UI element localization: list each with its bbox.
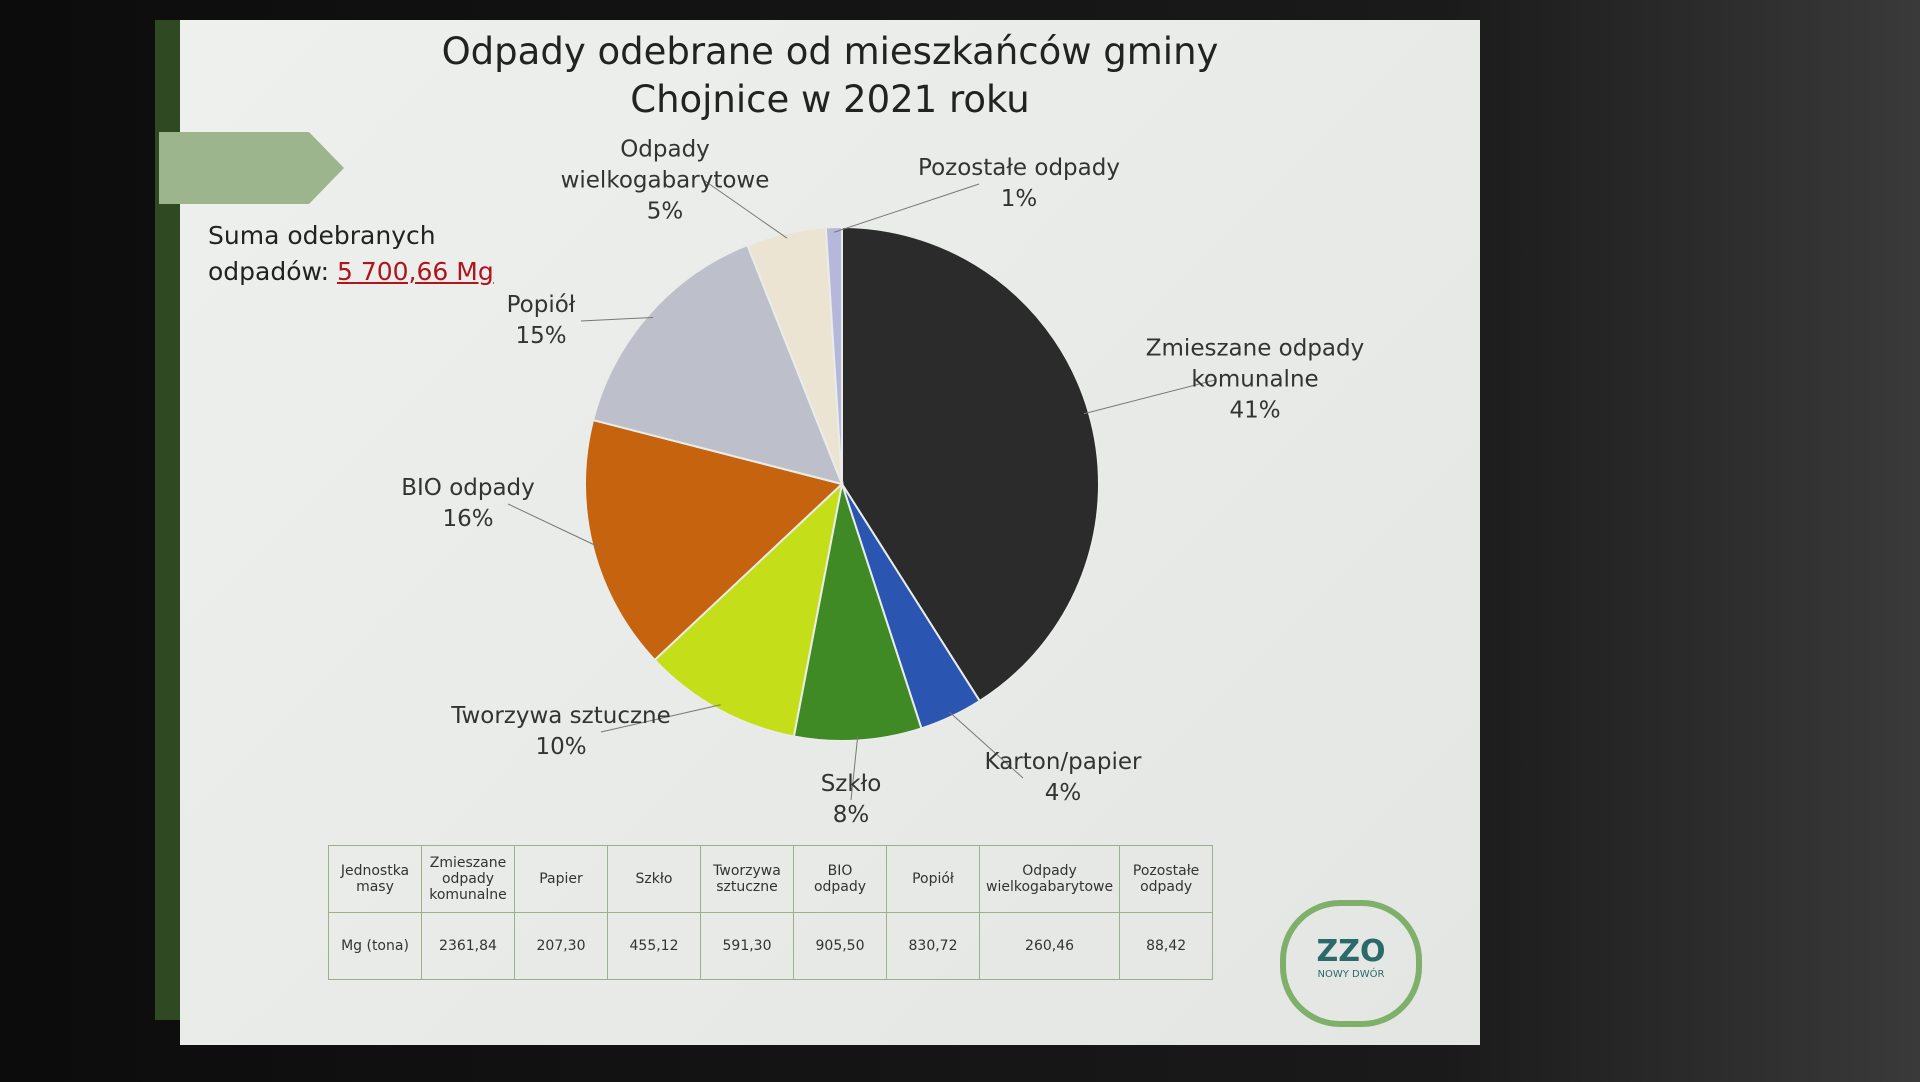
- summary-label: Suma odebranych odpadów:: [208, 221, 436, 286]
- slice-name: Szkło: [820, 771, 882, 797]
- table-row: Mg (tona) 2361,84 207,30 455,12 591,30 905,50…: [328, 912, 1214, 980]
- table-cell: 905,50: [793, 912, 887, 980]
- slice-label: BIO odpady 16%: [318, 473, 618, 535]
- table-header-cell: Papier: [514, 845, 608, 913]
- pie-slice: [584, 418, 845, 662]
- slice-name: Odpady wielkogabarytowe: [560, 136, 770, 194]
- pie-slice: [653, 481, 844, 738]
- table-cell: 830,72: [886, 912, 980, 980]
- table-cell: 207,30: [514, 912, 608, 980]
- slice-value: 16%: [442, 506, 494, 532]
- table-header-row: Jednostka masy Zmieszane odpady komunalne…: [328, 845, 1214, 913]
- table-header-cell: Zmieszane odpady komunalne: [421, 845, 515, 913]
- slice-value: 1%: [1000, 186, 1038, 212]
- slice-name: Zmieszane odpady komunalne: [1145, 335, 1365, 393]
- decor-arrow: [159, 132, 344, 204]
- logo-subtitle: NOWY DWÓR: [1317, 969, 1385, 980]
- table-cell: Mg (tona): [328, 912, 422, 980]
- table-header-cell: Pozostałe odpady: [1119, 845, 1214, 913]
- pie-slice: [792, 483, 923, 742]
- logo-name: ZZO: [1316, 934, 1386, 969]
- chart-title: Odpady odebrane od mieszkańców gminy Cho…: [441, 30, 1219, 121]
- slice-label: Zmieszane odpady komunalne 41%: [1120, 334, 1390, 427]
- table-cell: 455,12: [607, 912, 701, 980]
- leader-line: [507, 503, 599, 548]
- slice-value: 15%: [515, 323, 567, 349]
- table-header-cell: BIO odpady: [793, 845, 887, 913]
- slice-value: 41%: [1229, 397, 1281, 424]
- slice-value: 8%: [832, 802, 870, 828]
- slice-value: 10%: [535, 734, 587, 760]
- summary: Suma odebranych odpadów: 5 700,66 Mg: [208, 218, 538, 290]
- slice-label: Karton/papier 4%: [913, 747, 1213, 809]
- leader-line: [580, 316, 654, 322]
- leader-line: [850, 735, 859, 801]
- leader-line: [833, 183, 980, 233]
- slice-value: 5%: [646, 198, 684, 225]
- table-header-cell: Odpady wielkogabarytowe: [978, 845, 1121, 913]
- slice-name: Popiół: [506, 292, 576, 318]
- leader-line: [948, 711, 1024, 779]
- logo: ZZO NOWY DWÓR: [1280, 900, 1422, 1027]
- slice-label: Popiół 15%: [391, 290, 691, 352]
- table-header-cell: Popiół: [886, 845, 980, 913]
- slice-name: Tworzywa sztuczne: [451, 703, 671, 729]
- table-header-cell: Szkło: [607, 845, 701, 913]
- slice-name: Karton/papier: [984, 749, 1142, 775]
- slice-value: 4%: [1044, 780, 1082, 806]
- pie-slice: [591, 243, 844, 486]
- table-cell: 2361,84: [421, 912, 515, 980]
- leader-line: [1083, 379, 1216, 415]
- table-cell: 88,42: [1119, 912, 1214, 980]
- slice-name: Pozostałe odpady: [918, 155, 1120, 181]
- table-header-cell: Tworzywa sztuczne: [700, 845, 794, 913]
- slice-label: Tworzywa sztuczne 10%: [411, 701, 711, 763]
- table-cell: 591,30: [700, 912, 794, 980]
- table-header-cell: Jednostka masy: [328, 845, 422, 913]
- slice-label: Szkło 8%: [701, 769, 1001, 831]
- summary-value: 5 700,66 Mg: [336, 257, 494, 286]
- slice-label: Pozostałe odpady 1%: [869, 153, 1169, 215]
- leader-line: [704, 180, 788, 239]
- data-table: Jednostka masy Zmieszane odpady komunalne…: [328, 845, 1214, 980]
- leader-line: [600, 704, 721, 733]
- slice-label: Odpady wielkogabarytowe 5%: [530, 135, 800, 228]
- slice-name: BIO odpady: [401, 475, 535, 501]
- table-cell: 260,46: [978, 912, 1121, 980]
- pie-slice: [824, 225, 843, 485]
